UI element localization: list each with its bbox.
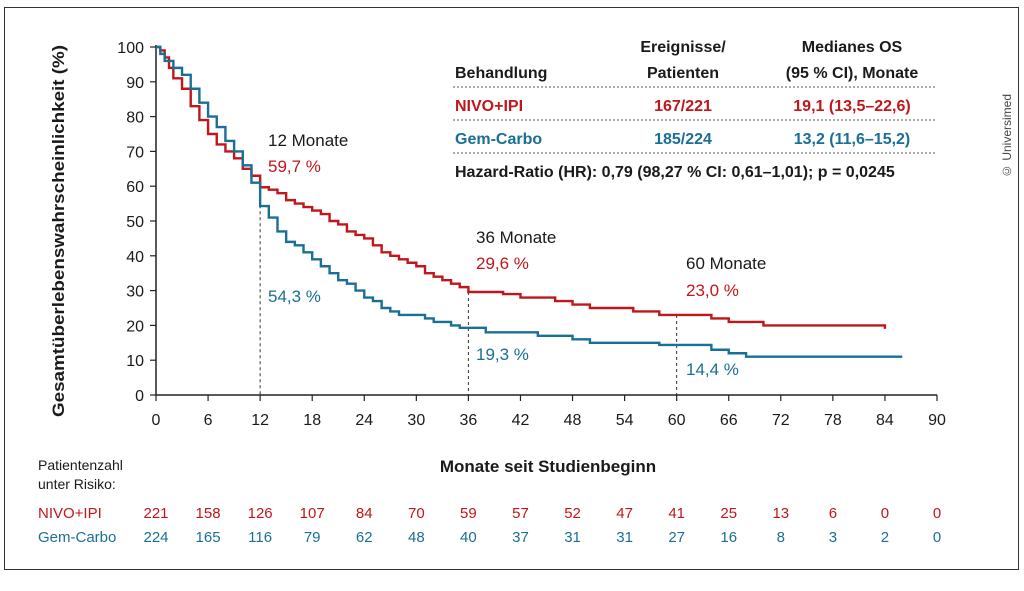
risk-count: 27 (668, 529, 685, 546)
table-header-os: Medianes OS (802, 39, 903, 56)
risk-count: 47 (616, 505, 633, 522)
y-tick-label: 30 (126, 284, 144, 301)
y-axis-label: Gesamtüberlebenswahrscheinlichkeit (%) (49, 45, 68, 417)
risk-count: 25 (720, 505, 737, 522)
series-line-gem-carbo (156, 45, 903, 358)
annotation-month-label: 12 Monate (268, 131, 348, 150)
risk-row-label: Gem-Carbo (38, 529, 116, 546)
x-tick-label: 0 (152, 412, 161, 429)
table-row-treatment: NIVO+IPI (455, 98, 523, 115)
risk-count: 8 (777, 529, 785, 546)
y-tick-label: 0 (135, 388, 144, 405)
x-tick-label: 60 (668, 412, 686, 429)
y-tick-label: 90 (126, 75, 144, 92)
annotation-survival-value: 29,6 % (476, 254, 529, 273)
risk-count: 0 (881, 505, 889, 522)
figure-frame (4, 7, 1019, 570)
risk-count: 62 (356, 529, 373, 546)
risk-table-title: Patientenzahl (38, 457, 123, 473)
x-tick-label: 42 (512, 412, 530, 429)
table-row-os: 19,1 (13,5–22,6) (793, 98, 910, 115)
risk-count: 6 (829, 505, 837, 522)
table-row-events: 167/221 (654, 98, 712, 115)
x-tick-label: 12 (251, 412, 269, 429)
risk-count: 40 (460, 529, 477, 546)
risk-count: 165 (196, 529, 221, 546)
risk-count: 70 (408, 505, 425, 522)
y-tick-label: 40 (126, 249, 144, 266)
risk-count: 116 (248, 529, 272, 546)
annotation-survival-value: 19,3 % (476, 345, 529, 364)
table-row-os: 13,2 (11,6–15,2) (794, 131, 911, 148)
risk-count: 0 (933, 529, 941, 546)
table-row-treatment: Gem-Carbo (455, 131, 542, 148)
risk-count: 57 (512, 505, 529, 522)
x-tick-label: 90 (928, 412, 946, 429)
risk-row-label: NIVO+IPI (38, 505, 102, 522)
annotation-month-label: 36 Monate (476, 228, 556, 247)
risk-count: 13 (772, 505, 789, 522)
risk-count: 37 (512, 529, 529, 546)
risk-count: 2 (881, 529, 889, 546)
x-tick-label: 84 (876, 412, 894, 429)
table-row-events: 185/224 (654, 131, 712, 148)
risk-count: 126 (248, 505, 273, 522)
x-tick-label: 24 (355, 412, 373, 429)
risk-count: 41 (668, 505, 685, 522)
hazard-ratio-text: Hazard-Ratio (HR): 0,79 (98,27 % CI: 0,6… (455, 164, 895, 181)
y-tick-label: 100 (117, 40, 144, 57)
x-tick-label: 18 (303, 412, 321, 429)
risk-count: 224 (143, 529, 168, 546)
risk-table-title: unter Risiko: (38, 476, 116, 492)
table-header-events: Ereignisse/ (640, 39, 726, 56)
x-tick-label: 78 (824, 412, 842, 429)
y-tick-label: 10 (126, 353, 144, 370)
risk-count: 16 (720, 529, 737, 546)
x-tick-label: 66 (720, 412, 738, 429)
x-tick-label: 54 (616, 412, 634, 429)
annotation-survival-value: 54,3 % (268, 287, 321, 306)
x-tick-label: 36 (460, 412, 478, 429)
series-line-nivo-ipi (156, 45, 887, 329)
risk-count: 107 (300, 505, 325, 522)
risk-count: 0 (933, 505, 941, 522)
table-header-os: (95 % CI), Monate (786, 65, 919, 82)
table-header-events: Patienten (647, 65, 719, 82)
risk-count: 48 (408, 529, 425, 546)
annotation-survival-value: 59,7 % (268, 157, 321, 176)
x-tick-label: 6 (204, 412, 213, 429)
risk-count: 31 (616, 529, 633, 546)
x-tick-label: 30 (407, 412, 425, 429)
x-axis-label: Monate seit Studienbeginn (440, 457, 656, 476)
y-tick-label: 50 (126, 214, 144, 231)
x-tick-label: 48 (564, 412, 582, 429)
risk-count: 3 (829, 529, 837, 546)
risk-count: 31 (564, 529, 581, 546)
risk-count: 158 (196, 505, 221, 522)
risk-count: 79 (304, 529, 321, 546)
y-tick-label: 20 (126, 318, 144, 335)
risk-count: 221 (143, 505, 168, 522)
annotation-survival-value: 23,0 % (686, 281, 739, 300)
x-tick-label: 72 (772, 412, 790, 429)
risk-count: 84 (356, 505, 373, 522)
risk-count: 59 (460, 505, 477, 522)
annotation-survival-value: 14,4 % (686, 360, 739, 379)
risk-count: 52 (564, 505, 581, 522)
y-tick-label: 70 (126, 144, 144, 161)
y-tick-label: 80 (126, 110, 144, 127)
annotation-month-label: 60 Monate (686, 254, 766, 273)
table-header-treatment: Behandlung (455, 65, 547, 82)
y-tick-label: 60 (126, 179, 144, 196)
